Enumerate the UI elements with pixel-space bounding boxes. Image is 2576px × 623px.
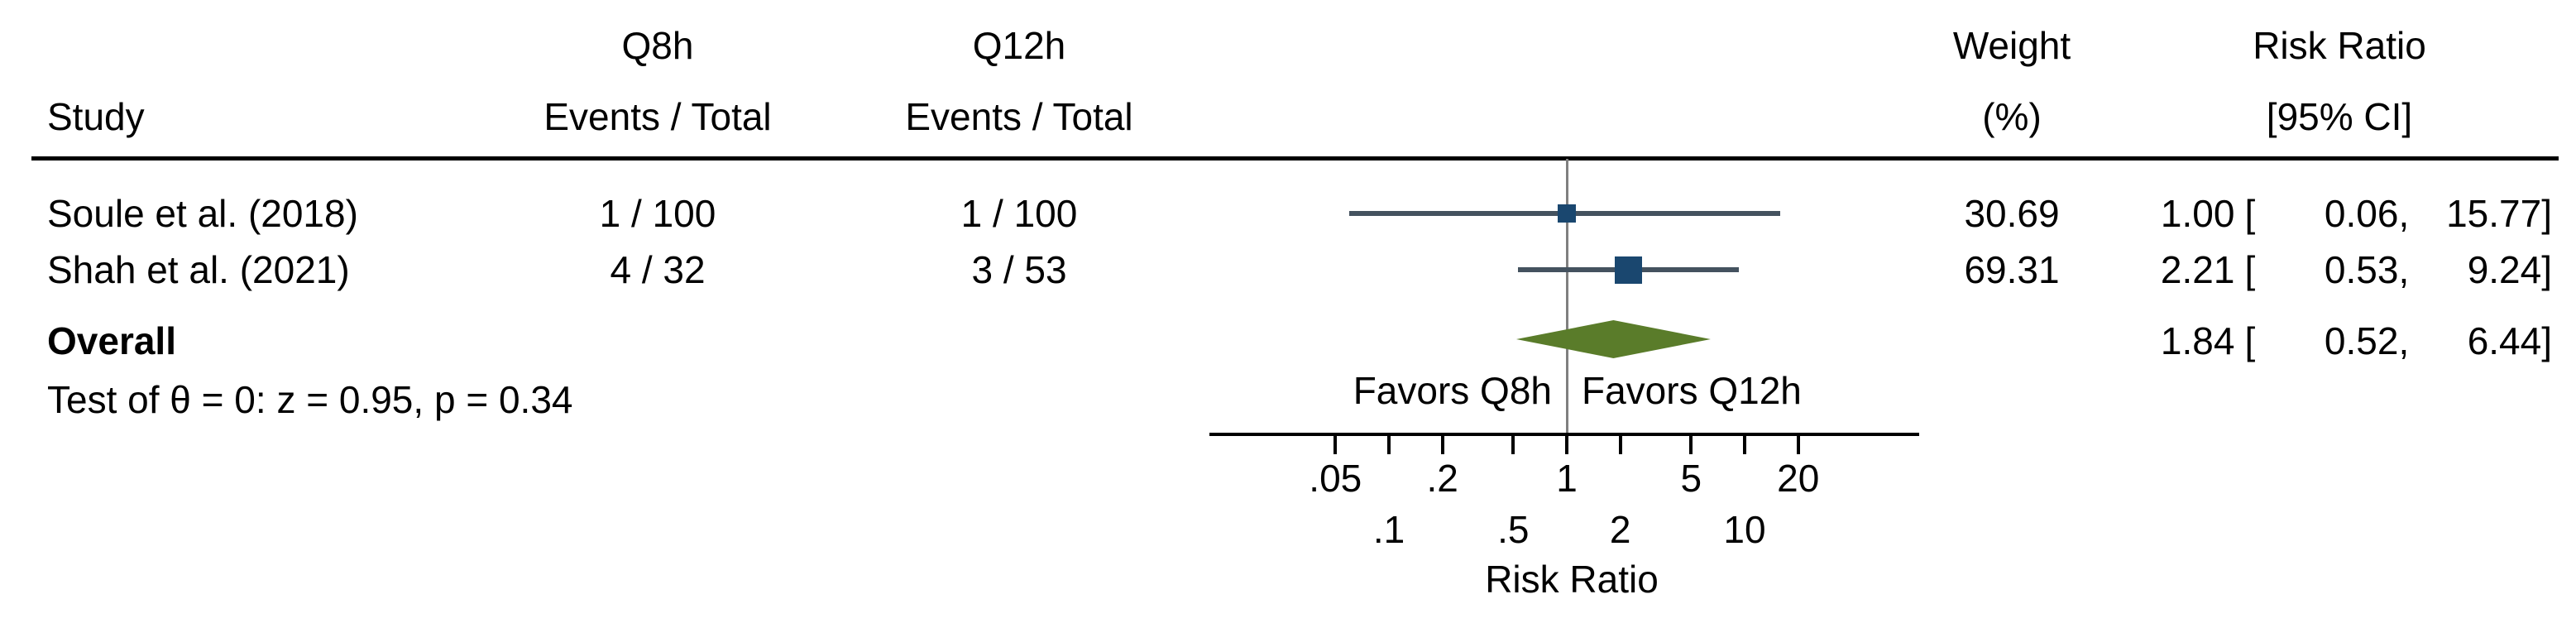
- x-axis-tick: [1333, 436, 1338, 454]
- x-tick-label-staggered: .1: [1372, 508, 1405, 551]
- favors-left-label: Favors Q8h: [1353, 369, 1552, 412]
- ci-lower: 0.53: [2324, 248, 2399, 291]
- col-subheader-q12h: Events / Total: [905, 95, 1133, 138]
- x-axis-title: Risk Ratio: [1485, 558, 1659, 601]
- col-header-q8h: Q8h: [621, 24, 694, 67]
- ci-close-bracket: ]: [2541, 248, 2552, 291]
- ci-upper: 6.44: [2467, 319, 2542, 362]
- col-header-q12h: Q12h: [972, 24, 1066, 67]
- ci-close-bracket: ]: [2541, 319, 2552, 362]
- overall-test-text: Test of θ = 0: z = 0.95, p = 0.34: [47, 378, 573, 421]
- x-axis-tick: [1618, 436, 1622, 454]
- events-q12h: 1 / 100: [960, 192, 1078, 235]
- col-subheader-ci: [95% CI]: [2266, 95, 2413, 138]
- ci-comma: ,: [2398, 319, 2410, 362]
- x-axis-tick: [1743, 436, 1746, 454]
- reference-line: [1565, 159, 1568, 433]
- x-axis-tick: [1511, 436, 1515, 454]
- x-axis-line: [1209, 433, 1919, 436]
- overall-label: Overall: [47, 319, 176, 362]
- rr-ci-value: 2.21 [ 0.53 , 9.24 ]: [2135, 247, 2552, 292]
- x-axis-tick: [1796, 436, 1800, 454]
- x-tick-label: .05: [1309, 457, 1362, 500]
- ci-open-bracket: [: [2244, 192, 2256, 235]
- weight-value: 69.31: [1964, 248, 2060, 291]
- x-axis-tick: [1440, 436, 1444, 454]
- overall-diamond: [1515, 320, 1711, 358]
- x-tick-label: .2: [1426, 457, 1458, 500]
- events-q8h: 1 / 100: [599, 192, 716, 235]
- study-name: Soule et al. (2018): [47, 192, 358, 235]
- rr-estimate: 1.84: [2160, 319, 2235, 362]
- rr-ci-value: 1.00 [ 0.06 , 15.77 ]: [2135, 191, 2552, 236]
- point-estimate-marker: [1558, 204, 1576, 223]
- col-subheader-weight: (%): [1982, 95, 2042, 138]
- col-subheader-q8h: Events / Total: [543, 95, 772, 138]
- ci-upper: 9.24: [2467, 248, 2542, 291]
- rr-estimate: 1.00: [2160, 192, 2235, 235]
- x-axis-tick: [1565, 436, 1568, 454]
- favors-right-label: Favors Q12h: [1582, 369, 1802, 412]
- rr-ci-value-overall: 1.84 [ 0.52 , 6.44 ]: [2135, 319, 2552, 363]
- x-tick-label: 1: [1556, 457, 1578, 500]
- x-tick-label: 20: [1777, 457, 1820, 500]
- ci-close-bracket: ]: [2541, 192, 2552, 235]
- ci-lower: 0.52: [2324, 319, 2399, 362]
- x-tick-label: 5: [1680, 457, 1702, 500]
- x-tick-label-staggered: 2: [1609, 508, 1631, 551]
- x-tick-label-staggered: 10: [1723, 508, 1766, 551]
- point-estimate-marker: [1614, 256, 1642, 284]
- x-tick-label-staggered: .5: [1497, 508, 1530, 551]
- events-q12h: 3 / 53: [971, 248, 1067, 291]
- col-header-study: Study: [47, 95, 145, 138]
- ci-comma: ,: [2398, 192, 2410, 235]
- rr-estimate: 2.21: [2160, 248, 2235, 291]
- ci-lower: 0.06: [2324, 192, 2399, 235]
- ci-open-bracket: [: [2244, 319, 2256, 362]
- ci-comma: ,: [2398, 248, 2410, 291]
- ci-open-bracket: [: [2244, 248, 2256, 291]
- weight-value: 30.69: [1964, 192, 2060, 235]
- ci-upper: 15.77: [2446, 192, 2542, 235]
- x-axis-tick: [1387, 436, 1391, 454]
- study-name: Shah et al. (2021): [47, 248, 350, 291]
- col-header-risk-ratio: Risk Ratio: [2253, 24, 2426, 67]
- events-q8h: 4 / 32: [610, 248, 706, 291]
- x-axis-tick: [1689, 436, 1693, 454]
- col-header-weight: Weight: [1952, 24, 2071, 67]
- header-rule: [31, 156, 2559, 161]
